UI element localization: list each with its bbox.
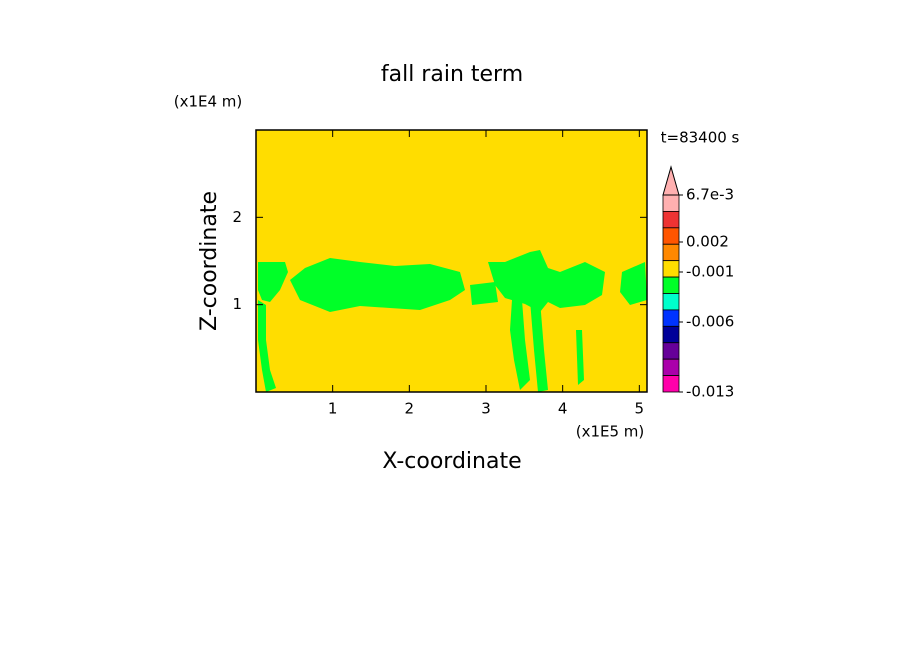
y-tick-label: 1: [232, 295, 242, 313]
colorbar-cell: [662, 309, 680, 327]
colorbar-cell: [662, 211, 680, 229]
contour-region: [290, 258, 465, 312]
colorbar-cell: [662, 358, 680, 376]
x-tick-label: 1: [328, 400, 338, 418]
y-tick-label: 2: [232, 208, 242, 226]
time-label: t=83400 s: [661, 129, 740, 147]
colorbar-label: -0.013: [686, 383, 734, 401]
colorbar-cell: [662, 325, 680, 344]
contour-region: [470, 282, 498, 305]
x-unit: (x1E5 m): [576, 423, 645, 441]
x-tick-label: 4: [558, 400, 568, 418]
contour-region: [258, 300, 276, 392]
contour-region: [530, 300, 548, 392]
x-tick-label: 5: [635, 400, 645, 418]
contour-region: [258, 262, 288, 302]
colorbar-label: -0.006: [686, 313, 734, 331]
colorbar-cell: [662, 260, 680, 278]
colorbar-label: -0.001: [686, 263, 734, 281]
colorbar-cell: [662, 276, 680, 294]
x-axis-title: X-coordinate: [382, 449, 521, 474]
colorbar-cell: [662, 342, 680, 360]
y-unit: (x1E4 m): [174, 93, 243, 111]
colorbar-extension: [662, 165, 680, 196]
contour-region: [576, 330, 584, 385]
chart-title: fall rain term: [381, 62, 523, 87]
x-tick-label: 3: [481, 400, 491, 418]
contour-region: [488, 250, 605, 312]
colorbar-cell: [662, 243, 680, 262]
field-background: [256, 130, 647, 392]
field: [256, 130, 647, 392]
colorbar-cell: [662, 227, 680, 245]
colorbar-cell: [662, 375, 680, 393]
plot-frame: [255, 129, 648, 393]
contour-region: [620, 262, 647, 305]
contour-region: [510, 300, 530, 390]
colorbar-cell: [662, 194, 680, 212]
x-tick-label: 2: [405, 400, 415, 418]
colorbar-label: 6.7e-3: [686, 186, 734, 204]
colorbar-label: 0.002: [686, 233, 729, 251]
colorbar-cell: [662, 293, 680, 311]
y-axis-title: Z-coordinate: [197, 191, 222, 331]
